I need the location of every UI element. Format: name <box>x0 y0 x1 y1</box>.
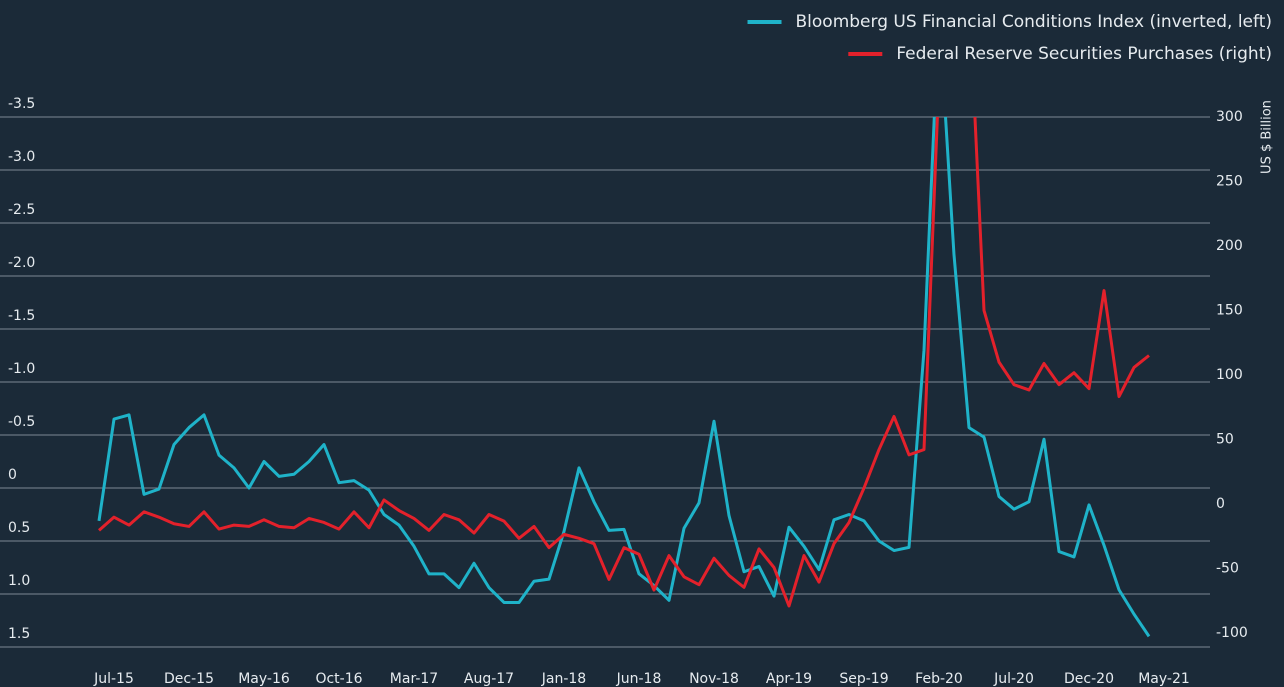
y-tick-label: -3.5 <box>8 96 35 112</box>
y2-tick-label: -100 <box>1216 625 1248 641</box>
x-tick-label: Jul-15 <box>93 671 134 687</box>
y-tick-label: -3.0 <box>8 149 35 165</box>
x-tick-label: Jan-18 <box>541 671 586 687</box>
data-line <box>97 117 1151 638</box>
y2-axis-label: US $ Billion <box>1260 100 1275 174</box>
y2-tick-label: 300 <box>1216 109 1243 125</box>
x-tick-label: Oct-16 <box>315 671 362 687</box>
y2-tick-label: 250 <box>1216 174 1243 190</box>
y-tick-label: 0.5 <box>8 520 30 536</box>
plot-area <box>97 117 1151 638</box>
x-tick-label: Dec-15 <box>164 671 214 687</box>
y2-tick-label: 200 <box>1216 238 1243 254</box>
x-tick-label: Nov-18 <box>689 671 739 687</box>
x-tick-label: Mar-17 <box>390 671 438 687</box>
y-tick-label: -1.0 <box>8 361 35 377</box>
x-tick-label: Feb-20 <box>915 671 963 687</box>
legend-label: Bloomberg US Financial Conditions Index … <box>796 12 1272 32</box>
y-tick-label: -0.5 <box>8 414 35 430</box>
y-tick-label: 1.5 <box>8 626 30 642</box>
y2-tick-label: 0 <box>1216 496 1225 512</box>
y-tick-label: -2.5 <box>8 202 35 218</box>
x-tick-label: Sep-19 <box>839 671 888 687</box>
y-tick-label: 1.0 <box>8 573 30 589</box>
x-tick-label: May-21 <box>1138 671 1190 687</box>
y-tick-label: -2.0 <box>8 255 35 271</box>
x-tick-label: Dec-20 <box>1064 671 1114 687</box>
y-tick-label: 0 <box>8 467 17 483</box>
x-tick-label: May-16 <box>238 671 290 687</box>
data-line <box>98 117 1150 608</box>
x-tick-label: Jul-20 <box>993 671 1034 687</box>
y2-tick-label: 50 <box>1216 432 1234 448</box>
y2-tick-label: 100 <box>1216 367 1243 383</box>
x-tick-label: Jun-18 <box>616 671 662 687</box>
y-tick-label: -1.5 <box>8 308 35 324</box>
x-tick-label: Apr-19 <box>766 671 812 687</box>
y2-tick-label: 150 <box>1216 303 1243 319</box>
legend-label: Federal Reserve Securities Purchases (ri… <box>896 44 1272 64</box>
x-tick-label: Aug-17 <box>464 671 514 687</box>
y2-tick-label: -50 <box>1216 561 1239 577</box>
